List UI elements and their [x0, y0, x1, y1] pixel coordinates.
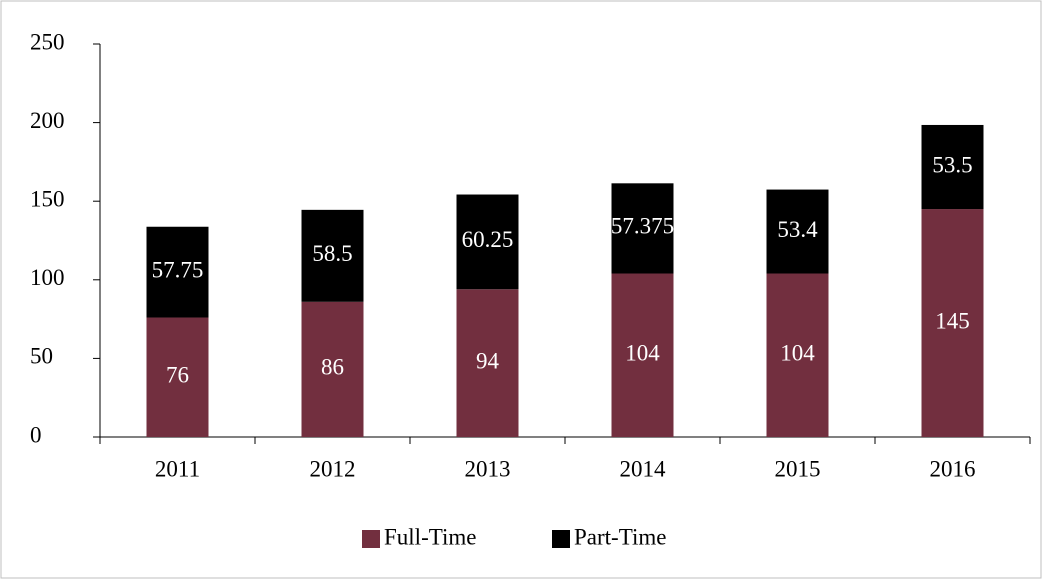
bar-segment — [921, 124, 984, 210]
bar-segment — [921, 209, 984, 437]
bar-segment — [301, 209, 364, 302]
legend-label: Full-Time — [384, 524, 476, 549]
x-tick-label: 2011 — [155, 456, 200, 481]
bar-segment — [611, 273, 674, 437]
data-label: 60.25 — [462, 227, 514, 252]
data-label: 57.75 — [152, 257, 204, 282]
legend-label: Part-Time — [574, 524, 666, 549]
x-tick-label: 2014 — [620, 456, 667, 481]
bar-segment — [766, 273, 829, 437]
bar-segment — [301, 301, 364, 437]
x-tick-label: 2016 — [930, 456, 976, 481]
x-tick-label: 2012 — [310, 456, 356, 481]
y-tick-label: 250 — [30, 29, 65, 54]
y-tick-label: 50 — [30, 344, 53, 369]
bar-segment — [456, 194, 519, 290]
data-label: 86 — [321, 355, 344, 380]
data-label: 94 — [476, 348, 500, 373]
bar-segment — [766, 189, 829, 274]
legend-swatch — [362, 530, 380, 548]
bar-segment — [146, 317, 209, 437]
legend-swatch — [552, 530, 570, 548]
bar-segment — [611, 183, 674, 274]
data-label: 104 — [625, 341, 660, 366]
data-label: 53.4 — [777, 217, 818, 242]
y-tick-label: 200 — [30, 108, 65, 133]
y-tick-label: 100 — [30, 265, 65, 290]
bar-segment — [456, 289, 519, 437]
data-label: 104 — [780, 341, 815, 366]
x-tick-label: 2013 — [465, 456, 511, 481]
y-tick-label: 0 — [30, 422, 42, 447]
data-label: 53.5 — [932, 152, 972, 177]
data-label: 57.375 — [611, 214, 674, 239]
y-tick-label: 150 — [30, 186, 65, 211]
x-tick-label: 2015 — [775, 456, 821, 481]
data-label: 58.5 — [312, 241, 352, 266]
data-label: 76 — [166, 363, 189, 388]
bar-segment — [146, 226, 209, 318]
data-label: 145 — [935, 308, 970, 333]
